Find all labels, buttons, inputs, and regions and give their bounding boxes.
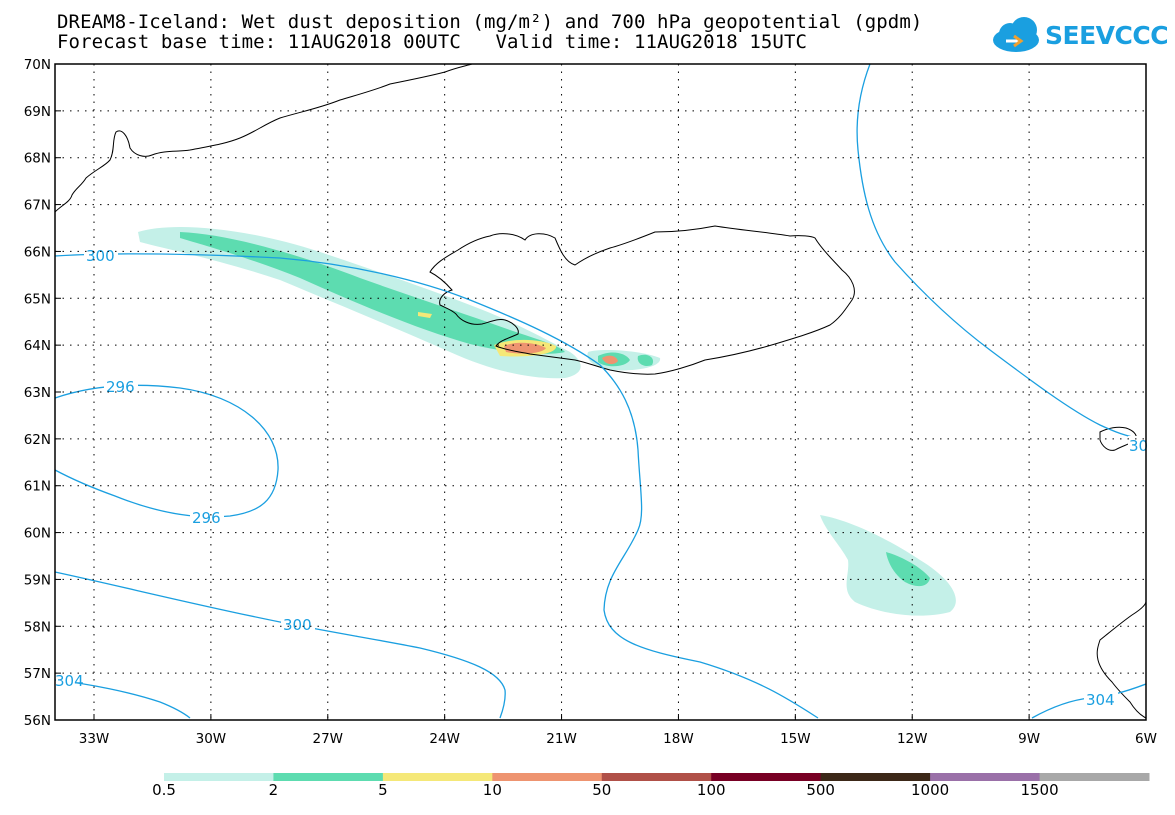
colorbar-label: 0.5 bbox=[152, 781, 176, 799]
colorbar-label: 100 bbox=[696, 781, 726, 799]
colorbar-swatch bbox=[492, 773, 603, 781]
dust-plume-southeast-medium bbox=[886, 552, 930, 587]
contour-label: 304 bbox=[1086, 691, 1115, 709]
dust-plume-southeast-light bbox=[820, 515, 956, 616]
logo-text: SEEVCCC bbox=[1045, 21, 1169, 50]
colorbar-label: 1000 bbox=[911, 781, 950, 799]
colorbar-swatch bbox=[164, 773, 274, 781]
contour-label: 304 bbox=[55, 672, 84, 690]
colorbar bbox=[164, 773, 1150, 781]
contour-label: 296 bbox=[192, 509, 221, 527]
latitude-label: 66N bbox=[24, 244, 51, 260]
longitude-label: 9W bbox=[1018, 731, 1040, 747]
longitude-label: 30W bbox=[196, 731, 227, 747]
colorbar-swatch bbox=[930, 773, 1041, 781]
map-title: DREAM8-Iceland: Wet dust deposition (mg/… bbox=[57, 11, 923, 33]
colorbar-label: 10 bbox=[482, 781, 502, 799]
latitude-labels: 70N 69N 68N 67N 66N 65N 64N 63N 62N 61N 60N 59N 58N 5… bbox=[24, 57, 51, 729]
latitude-label: 69N bbox=[24, 104, 51, 120]
latitude-label: 65N bbox=[24, 291, 51, 307]
contour-300-north bbox=[54, 253, 819, 719]
dust-plume-medium bbox=[180, 232, 565, 354]
seevccc-logo bbox=[993, 17, 1039, 52]
graticule bbox=[55, 63, 1147, 721]
latitude-label: 60N bbox=[24, 526, 51, 542]
contour-label: 296 bbox=[106, 378, 135, 396]
longitude-label: 21W bbox=[546, 731, 577, 747]
dust-core-orange-2 bbox=[602, 355, 618, 365]
cloud-icon bbox=[993, 17, 1039, 52]
colorbar-swatch bbox=[601, 773, 712, 781]
colorbar-label: 2 bbox=[268, 781, 279, 799]
dust-core-medium-3 bbox=[637, 354, 654, 366]
contour-east bbox=[856, 63, 1147, 441]
longitude-label: 33W bbox=[79, 731, 110, 747]
colorbar-swatch bbox=[273, 773, 384, 781]
latitude-label: 58N bbox=[24, 619, 51, 635]
coastlines bbox=[54, 63, 1147, 719]
colorbar-label: 50 bbox=[592, 781, 612, 799]
colorbar-label: 500 bbox=[806, 781, 835, 799]
contour-300-south bbox=[54, 571, 506, 719]
longitude-labels: 33W 30W 27W 24W 21W 18W 15W 12W 9W 6W bbox=[79, 731, 1157, 747]
latitude-label: 63N bbox=[24, 385, 51, 401]
longitude-label: 12W bbox=[897, 731, 928, 747]
latitude-label: 56N bbox=[24, 713, 51, 729]
geopotential-contours bbox=[54, 63, 1147, 719]
contour-304-sw bbox=[54, 679, 191, 719]
contour-label: 300 bbox=[283, 616, 312, 634]
longitude-label: 6W bbox=[1135, 731, 1157, 747]
scotland-coast bbox=[1096, 601, 1147, 719]
contour-label: 300 bbox=[86, 247, 115, 265]
longitude-label: 15W bbox=[780, 731, 811, 747]
longitude-label: 24W bbox=[429, 731, 460, 747]
latitude-label: 59N bbox=[24, 572, 51, 588]
latitude-label: 62N bbox=[24, 432, 51, 448]
map-subtitle: Forecast base time: 11AUG2018 00UTC Vali… bbox=[57, 31, 808, 53]
longitude-label: 18W bbox=[663, 731, 694, 747]
dust-core-yellow-2 bbox=[418, 312, 432, 318]
dust-deposition-shading bbox=[138, 226, 956, 616]
colorbar-swatch bbox=[382, 773, 493, 781]
longitude-label: 27W bbox=[313, 731, 344, 747]
contour-labels: 300 296 296 300 304 304 30 bbox=[55, 246, 1148, 709]
map-frame bbox=[54, 63, 1147, 721]
iceland-coast bbox=[429, 225, 855, 375]
colorbar-label: 1500 bbox=[1020, 781, 1059, 799]
greenland-coast bbox=[54, 63, 473, 213]
latitude-label: 61N bbox=[24, 479, 51, 495]
contour-296 bbox=[54, 384, 279, 518]
latitude-label: 70N bbox=[24, 57, 51, 73]
latitude-label: 68N bbox=[24, 151, 51, 167]
colorbar-swatch bbox=[820, 773, 931, 781]
colorbar-swatch bbox=[711, 773, 822, 781]
colorbar-label: 5 bbox=[378, 781, 388, 799]
latitude-label: 67N bbox=[24, 198, 51, 214]
contour-label: 30 bbox=[1129, 437, 1148, 455]
latitude-label: 64N bbox=[24, 338, 51, 354]
colorbar-swatch bbox=[1039, 773, 1150, 781]
latitude-label: 57N bbox=[24, 666, 51, 682]
